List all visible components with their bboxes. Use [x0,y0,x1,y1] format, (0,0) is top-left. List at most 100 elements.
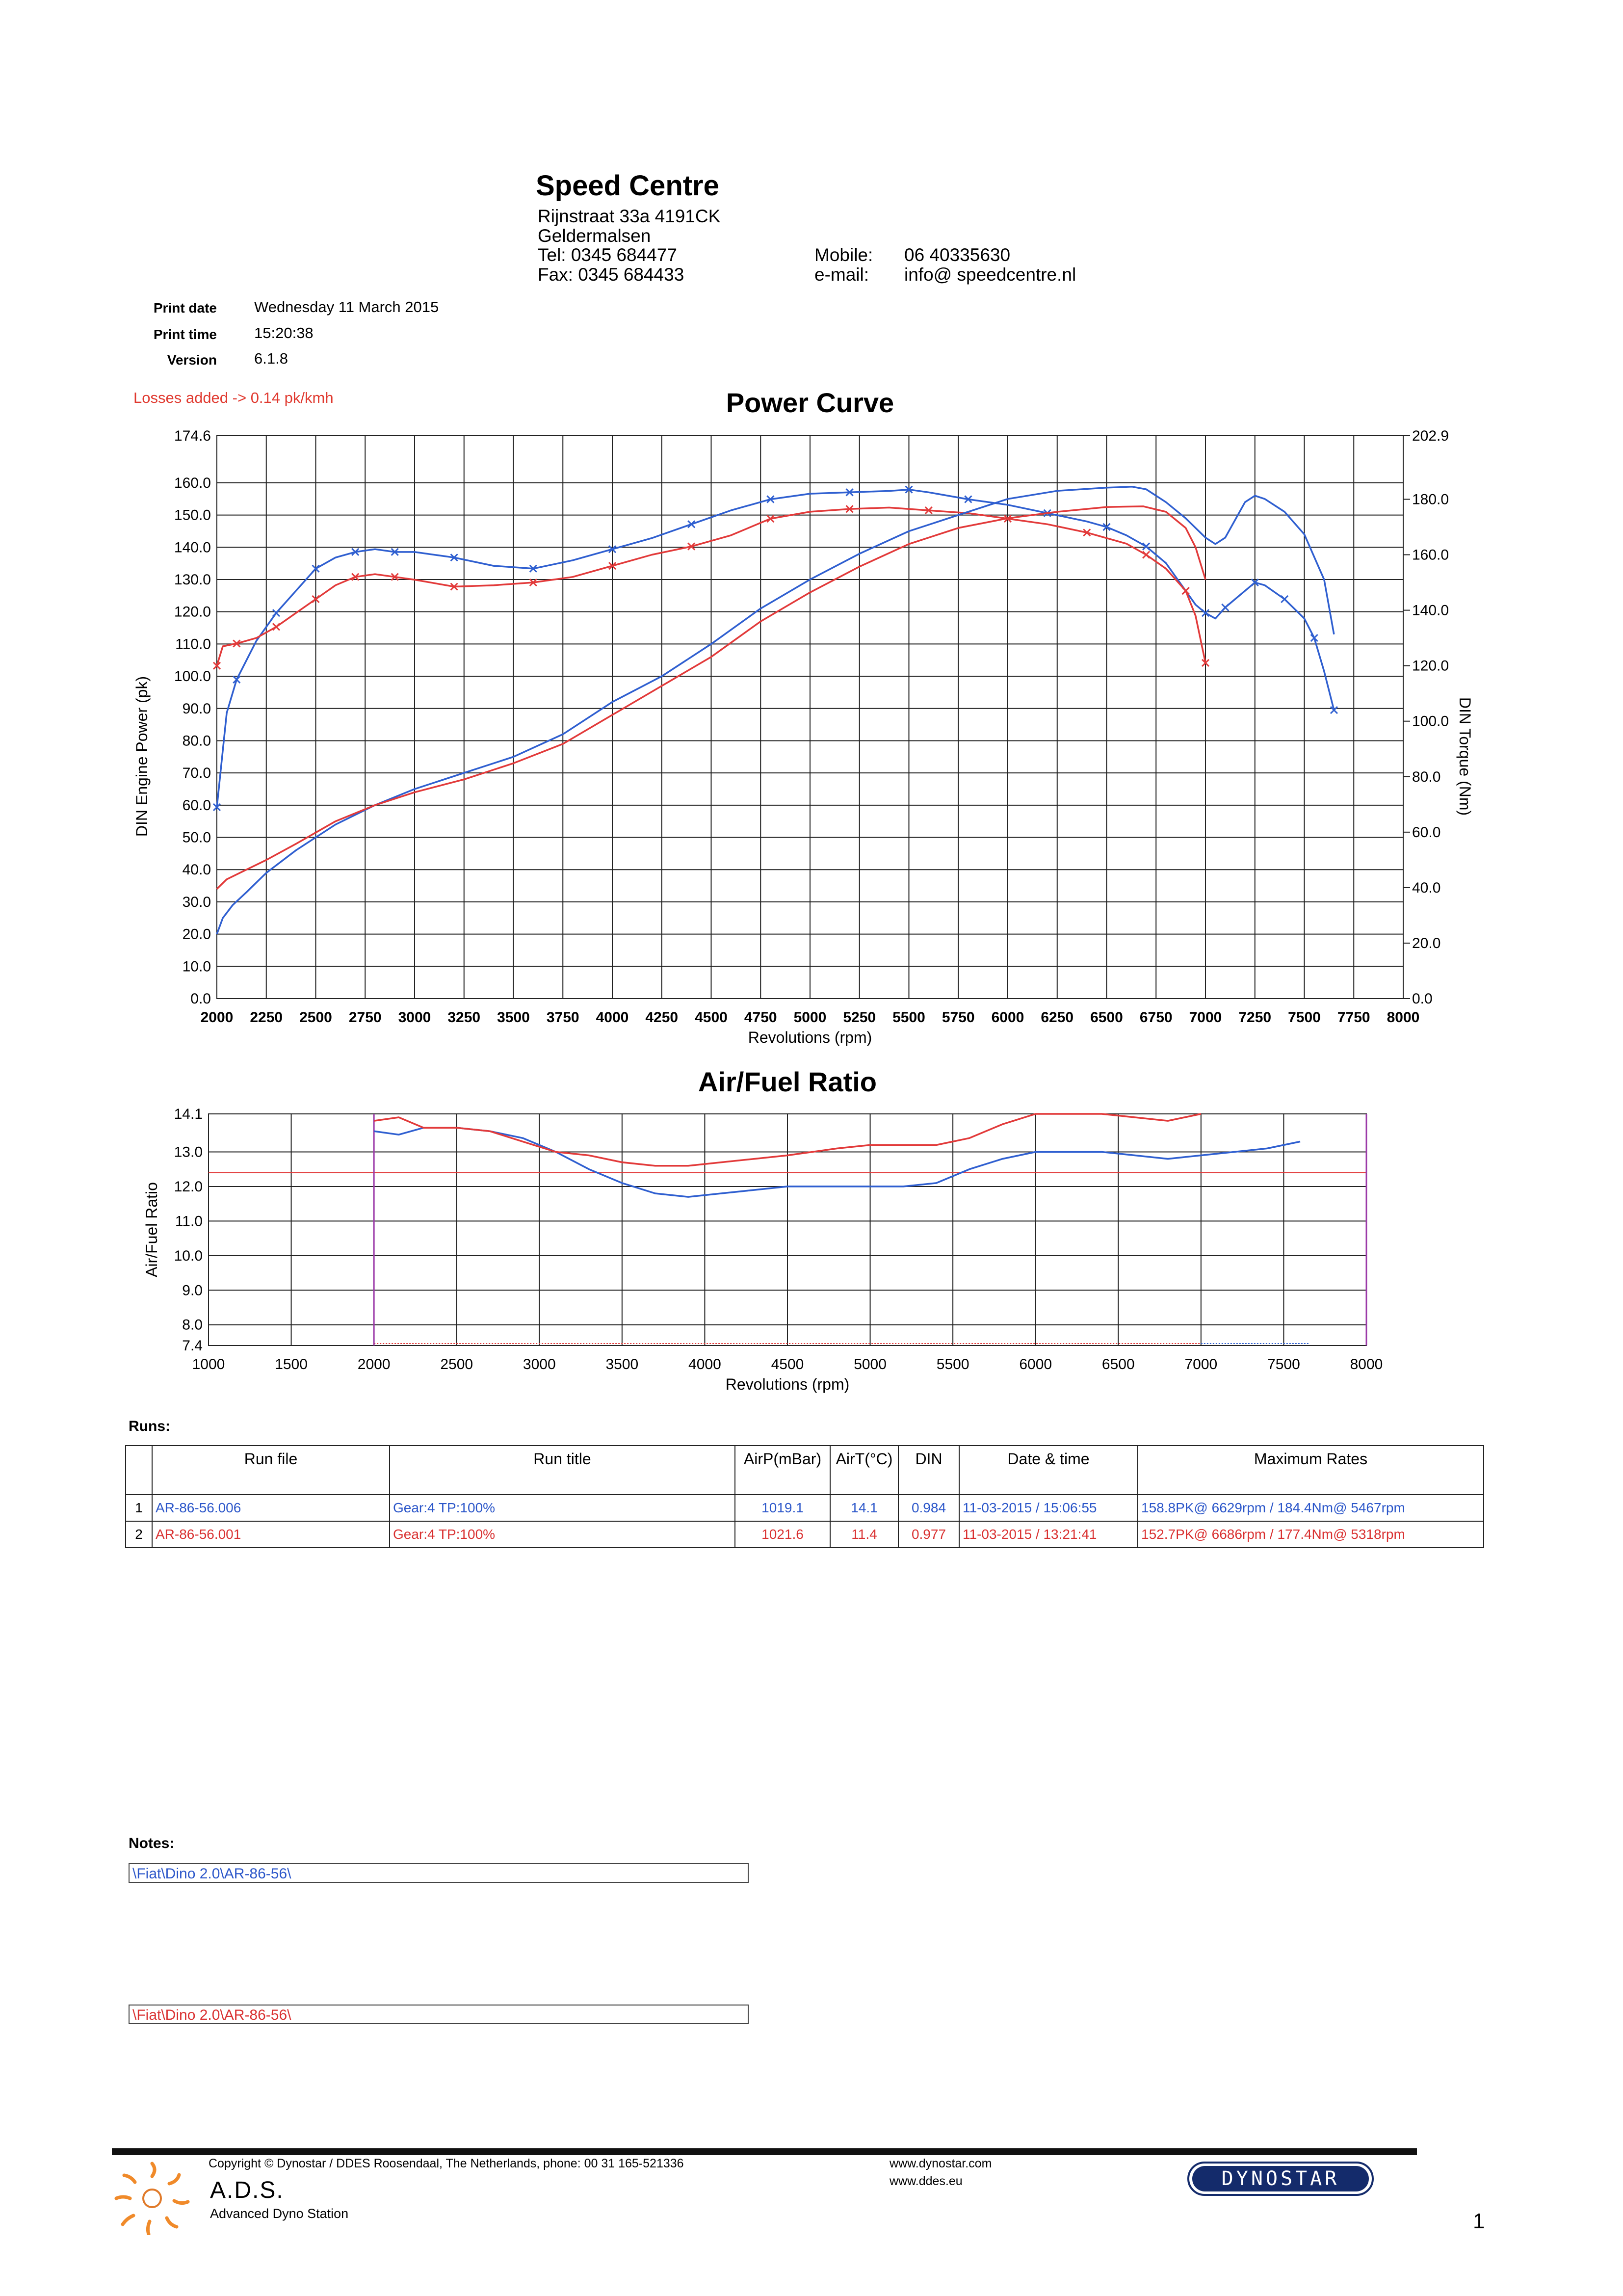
torque-data-marker [845,505,854,513]
torque-data-marker [1201,659,1210,667]
power-curve-2 [216,505,1206,890]
power-x-tick-label: 2500 [299,1009,332,1026]
afr-x-tick-label: 5000 [854,1356,887,1372]
runs-header-max: Maximum Rates [1137,1445,1484,1495]
power-y-tick-label: 90.0 [183,701,211,717]
afr-x-tick-label: 1000 [192,1356,225,1372]
torque-data-marker [687,542,696,551]
power-x-tick-label: 5750 [942,1009,975,1026]
power-x-tick-label: 7750 [1337,1009,1370,1026]
runs-label: Runs: [129,1418,170,1434]
run-airt: 11.4 [830,1521,899,1548]
afr-x-tick-label: 1500 [275,1356,308,1372]
power-y-tick-label: 70.0 [183,765,211,781]
version: 6.1.8 [254,350,288,367]
ads-subtitle: Advanced Dyno Station [210,2206,349,2221]
torque-data-marker [1221,603,1230,611]
torque-data-marker [529,578,537,587]
footer-web-2[interactable]: www.ddes.eu [890,2174,963,2188]
torque-data-marker [845,488,854,497]
power-y-tick-label: 60.0 [183,797,211,814]
torque-data-marker [1142,551,1151,559]
torque-data-marker [1102,523,1111,531]
power-y-tick-label: 30.0 [183,894,211,910]
afr-y-axis-label: Air/Fuel Ratio [143,1182,160,1277]
torque-data-marker [1310,634,1318,642]
torque-y-tick-label: 0.0 [1412,991,1433,1007]
power-x-tick-label: 5000 [794,1009,827,1026]
runs-table: Run file Run title AirP(mBar) AirT(°C) D… [125,1445,1484,1548]
torque-data-marker [1083,528,1091,537]
power-x-tick-label: 4000 [596,1009,629,1026]
torque-data-marker [212,803,221,812]
runs-header-file: Run file [152,1445,390,1495]
power-y-tick-label: 160.0 [174,475,211,491]
afr-x-tick-label: 7000 [1184,1356,1217,1372]
afr-x-tick-label: 2000 [358,1356,391,1372]
run-title: Gear:4 TP:100% [389,1521,735,1548]
torque-data-marker [766,514,775,523]
power-x-tick-label: 3000 [398,1009,431,1026]
footer-web-1[interactable]: www.dynostar.com [890,2157,992,2170]
power-y-tick-label: 110.0 [175,636,211,652]
table-row[interactable]: 2 AR-86-56.001 Gear:4 TP:100% 1021.6 11.… [125,1521,1484,1548]
note-run-2[interactable]: \Fiat\Dino 2.0\AR-86-56\ [129,2005,749,2024]
runs-header-row: Run file Run title AirP(mBar) AirT(°C) D… [125,1445,1484,1495]
run-airt: 14.1 [830,1494,899,1522]
afr-y-tick-label: 14.1 [174,1106,203,1122]
power-plot-frame [216,435,1404,999]
address-line-1: Rijnstraat 33a 4191CK [538,206,721,226]
dynostar-logo: DYNOSTAR [1187,2162,1374,2196]
torque-y-tick-label: 202.9 [1412,428,1449,444]
power-y-tick-label: 0.0 [190,991,211,1007]
version-label: Version [167,352,217,368]
torque-data-marker [351,548,360,556]
torque-data-marker [312,595,320,604]
power-y-tick-label: 140.0 [174,539,211,555]
torque-data-marker [964,495,972,503]
power-x-tick-label: 6000 [992,1009,1024,1026]
power-x-tick-label: 6250 [1041,1009,1073,1026]
torque-y-tick-label: 20.0 [1412,935,1440,951]
address-line-2: Geldermalsen [538,226,651,246]
torque-data-marker [1251,578,1259,587]
run-airp: 1021.6 [734,1521,831,1548]
torque-y-tick-label: 60.0 [1412,824,1440,841]
power-y-tick-label: 130.0 [174,572,211,588]
torque-data-marker [924,506,933,515]
torque-data-marker [608,562,617,570]
power-x-tick-label: 2750 [349,1009,382,1026]
afr-y-tick-label: 12.0 [174,1179,203,1195]
power-y-tick-label: 50.0 [183,830,211,846]
torque-y-tick-label: 40.0 [1412,880,1440,896]
power-y-tick-label: 120.0 [174,604,211,620]
note-run-1[interactable]: \Fiat\Dino 2.0\AR-86-56\ [129,1863,749,1883]
afr-curve-1 [373,1127,1301,1198]
power-x-tick-label: 5250 [843,1009,876,1026]
print-time: 15:20:38 [254,324,314,342]
torque-data-marker [272,609,280,617]
afr-x-tick-label: 5500 [937,1356,969,1372]
power-x-tick-label: 6750 [1140,1009,1173,1026]
power-y-tick-label: 80.0 [183,733,211,749]
run-din: 0.977 [898,1521,960,1548]
torque-data-marker [1181,586,1190,595]
power-x-tick-label: 3750 [547,1009,579,1026]
power-chart-title: Power Curve [726,387,894,418]
afr-x-tick-label: 3000 [523,1356,556,1372]
run-file: AR-86-56.001 [152,1521,390,1548]
torque-y-tick-label: 160.0 [1412,547,1449,563]
torque-y-axis-label: DIN Torque (Nm) [1456,697,1474,816]
torque-curve-1 [216,488,1335,808]
power-x-tick-label: 7500 [1288,1009,1321,1026]
run-date: 11-03-2015 / 13:21:41 [959,1521,1138,1548]
fax: Fax: 0345 684433 [538,264,684,285]
table-row[interactable]: 1 AR-86-56.006 Gear:4 TP:100% 1019.1 14.… [125,1494,1484,1522]
afr-x-tick-label: 6500 [1102,1356,1135,1372]
ads-sun-logo-icon [114,2162,190,2235]
power-x-tick-label: 3250 [447,1009,480,1026]
afr-x-tick-label: 4000 [688,1356,721,1372]
run-num: 2 [125,1521,153,1548]
afr-x-tick-label: 2500 [440,1356,473,1372]
torque-data-marker [1330,706,1338,714]
